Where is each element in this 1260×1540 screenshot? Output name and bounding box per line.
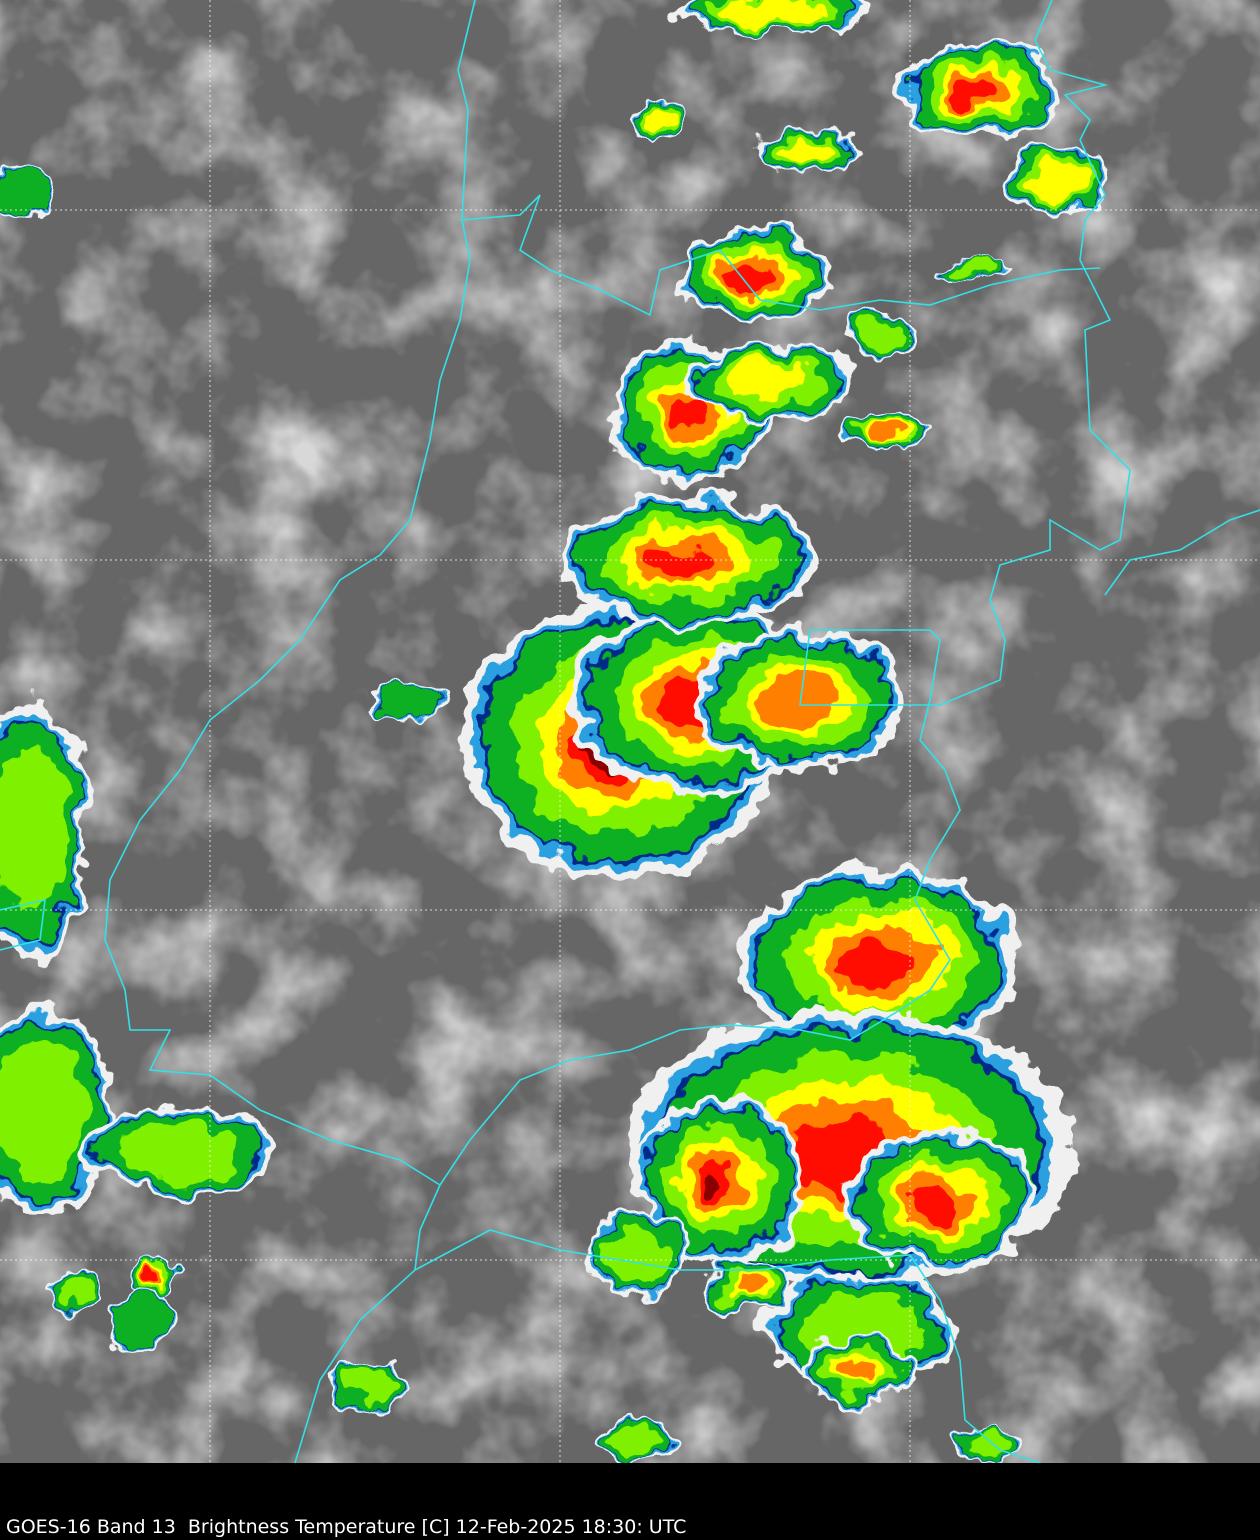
country-border (0, 898, 46, 951)
temperature-contour-7 (147, 1274, 160, 1284)
lat-lon-grid (0, 0, 1260, 1463)
storm-cell (599, 1416, 671, 1463)
storm-cell (85, 1102, 275, 1198)
temperature-contour-3 (0, 165, 45, 215)
temperature-contour-7 (954, 80, 997, 104)
country-border (414, 1229, 1041, 1463)
temperature-contour-7 (731, 265, 771, 289)
temperature-contour-6 (728, 1274, 760, 1297)
temperature-contour-8 (701, 1173, 726, 1198)
image-caption: GOES-16 Band 13 Brightness Temperature [… (6, 1516, 687, 1538)
temperature-contour-5 (643, 109, 667, 131)
temperature-contour-3 (382, 682, 438, 718)
temperature-contour-4 (0, 744, 69, 916)
storm-cell (897, 42, 1063, 138)
storm-layer (0, 0, 1114, 1463)
storm-cell (703, 1255, 787, 1315)
temperature-contour-4 (966, 1433, 1014, 1457)
storm-cell (669, 0, 871, 34)
temperature-contour-4 (611, 1424, 659, 1456)
storm-cell (0, 700, 89, 960)
storm-cell (131, 1259, 179, 1297)
storm-cell (738, 865, 1022, 1055)
satellite-map (0, 0, 1260, 1463)
temperature-contour-5 (783, 138, 837, 162)
storm-cell (801, 1334, 919, 1406)
temperature-contour-4 (117, 1118, 243, 1182)
temperature-contour-7 (911, 1185, 960, 1221)
temperature-contour-4 (604, 1227, 676, 1283)
temperature-contour-6 (868, 423, 900, 438)
storm-cell (845, 1129, 1035, 1271)
temperature-contour-4 (55, 1275, 95, 1305)
storm-cell (376, 678, 444, 722)
storm-cell (1006, 144, 1114, 216)
storm-cell (678, 227, 832, 323)
temperature-contour-6 (756, 674, 838, 729)
temperature-contour-3 (110, 1295, 170, 1345)
storm-cell (637, 1097, 803, 1263)
storm-cell (631, 98, 679, 142)
country-border (799, 0, 1131, 961)
storm-cell (323, 1361, 407, 1409)
storm-cell (687, 338, 853, 422)
temperature-contour-4 (951, 262, 999, 278)
political-borders (0, 0, 1260, 1463)
storm-cell (939, 258, 1011, 282)
storm-cell (0, 160, 50, 220)
storm-cell (586, 1213, 694, 1297)
country-border (104, 0, 476, 1463)
temperature-contour-5 (1033, 162, 1087, 198)
country-border (1104, 509, 1260, 596)
storm-cell (45, 1268, 105, 1312)
storm-cell (0, 1003, 111, 1217)
temperature-contour-4 (0, 1039, 87, 1181)
temperature-contour-5 (719, 0, 821, 22)
temperature-contour-4 (337, 1369, 393, 1401)
temperature-contour-7 (836, 940, 909, 988)
storm-cell (104, 1290, 176, 1350)
country-border (439, 959, 951, 1186)
country-border (459, 194, 1101, 317)
storm-cell (843, 411, 927, 449)
temperature-contour-5 (728, 359, 812, 401)
temperature-contour-4 (856, 319, 904, 351)
storm-cell (954, 1427, 1026, 1463)
temperature-contour-6 (836, 1357, 881, 1385)
temperature-contour-7 (650, 546, 717, 580)
temperature-contour-7 (664, 395, 707, 431)
storm-cell (844, 311, 916, 359)
storm-cell (756, 126, 864, 174)
